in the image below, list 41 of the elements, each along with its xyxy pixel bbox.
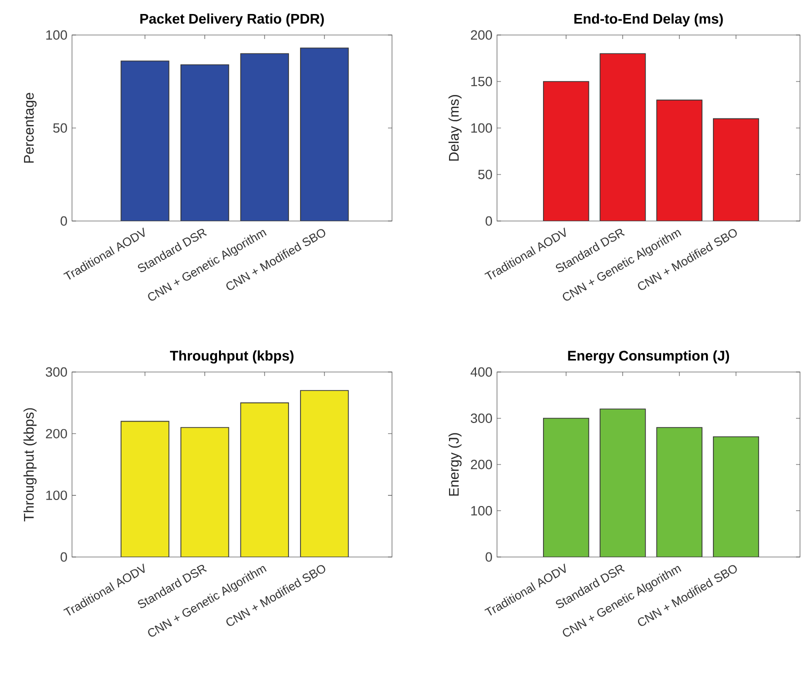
y-axis-title: Percentage [24,92,37,163]
bar [300,48,349,221]
y-tick-label: 100 [46,30,67,40]
y-tick-label: 200 [470,460,492,470]
y-tick-label: 100 [471,506,492,516]
y-tick-label: 200 [470,30,492,40]
y-axis-title: Energy (J) [448,433,462,496]
y-tick-label: 300 [46,367,67,377]
chart-title: End-to-End Delay (ms) [574,13,723,26]
bar [656,100,702,221]
y-tick-label: 400 [470,367,492,377]
bar [543,418,589,557]
bar [180,427,230,557]
y-tick-label: 50 [478,170,492,180]
chart-title: Throughput (kbps) [170,350,294,364]
bar [712,436,760,557]
y-tick-label: 150 [471,76,492,86]
bar [712,118,760,221]
y-tick-label: 200 [46,428,67,438]
y-tick-label: 0 [486,216,492,226]
bar [240,402,289,557]
y-axis-title: Delay (ms) [448,95,462,161]
chart-title: Packet Delivery Ratio (PDR) [140,13,324,26]
bar [240,53,289,221]
y-axis-title: Throughput (kbps) [24,408,37,522]
y-tick-label: 50 [53,123,67,133]
bar [656,427,702,557]
bar [600,408,646,557]
y-tick-label: 100 [46,490,67,500]
y-tick-label: 300 [470,414,492,423]
chart-title: Energy Consumption (J) [568,350,730,364]
bar [543,81,589,221]
bar [120,60,170,221]
bar [300,390,349,557]
y-tick-label: 0 [60,552,68,562]
y-tick-label: 0 [60,216,68,226]
y-tick-label: 0 [486,552,492,562]
bar [600,54,646,221]
bar [180,64,230,221]
y-tick-label: 100 [471,123,492,133]
bar [120,420,170,557]
